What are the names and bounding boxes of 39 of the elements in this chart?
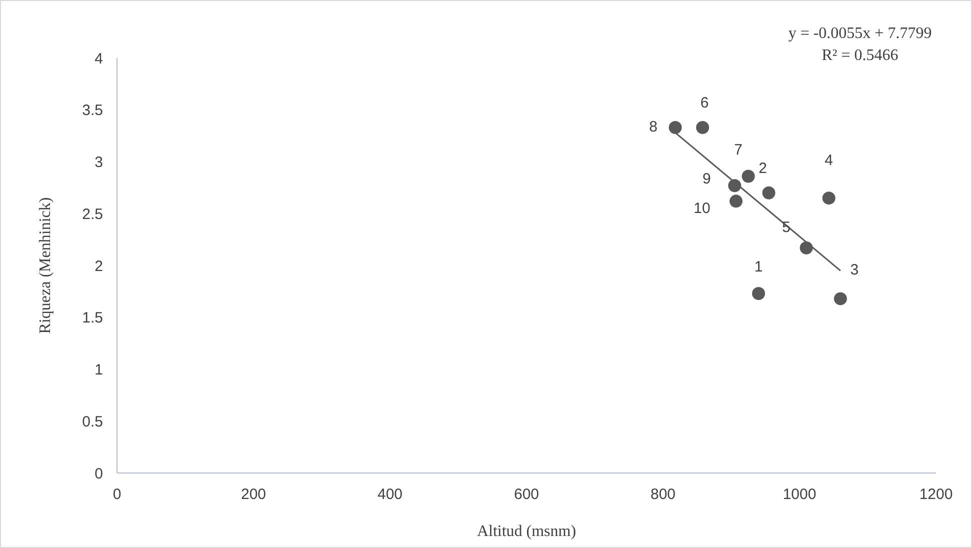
point	[730, 194, 743, 208]
point	[668, 121, 682, 134]
point	[834, 292, 847, 306]
y-tick-label: 2.5	[82, 206, 103, 223]
point	[822, 192, 836, 205]
annotation: R² = 0.5466	[822, 47, 898, 64]
point	[800, 241, 813, 254]
point	[762, 186, 776, 200]
y-axis-title: Riqueza (Menhinick)	[37, 197, 54, 334]
x-tick-label: 1000	[782, 486, 816, 503]
x-tick-label: 200	[240, 486, 266, 503]
x-tick-label: 600	[514, 486, 540, 503]
y-tick-label: 3	[94, 154, 103, 171]
y-tick-label: 0.5	[82, 413, 103, 430]
annotation: 1	[754, 258, 763, 276]
y-tick-label: 3.5	[82, 102, 103, 120]
annotation: 4	[824, 152, 834, 170]
x-tick-label: 0	[112, 486, 122, 503]
annotation: 9	[702, 170, 711, 188]
x-tick-label: 1200	[919, 486, 953, 503]
annotation: 2	[758, 160, 767, 177]
y-tick-label: 1.5	[82, 310, 103, 327]
annotation: 10	[694, 200, 710, 218]
x-axis-title: Altitud (msnm)	[476, 523, 576, 540]
annotation: 3	[850, 262, 859, 279]
point	[742, 170, 755, 183]
x-tick-label: 400	[377, 486, 403, 503]
annotation: 7	[734, 141, 742, 158]
point	[752, 287, 766, 300]
point	[728, 179, 742, 192]
annotation: 6	[700, 94, 709, 112]
y-tick-label: 0	[94, 465, 103, 482]
text: y = -0.0055x + 7.7799	[788, 25, 932, 42]
point	[696, 121, 710, 134]
y-tick-label: 2	[94, 258, 103, 275]
annotation: 8	[649, 118, 658, 136]
y-tick-label: 1	[94, 362, 103, 378]
y-tick-label: 4	[94, 50, 103, 68]
x-tick-label: 800	[650, 486, 676, 503]
